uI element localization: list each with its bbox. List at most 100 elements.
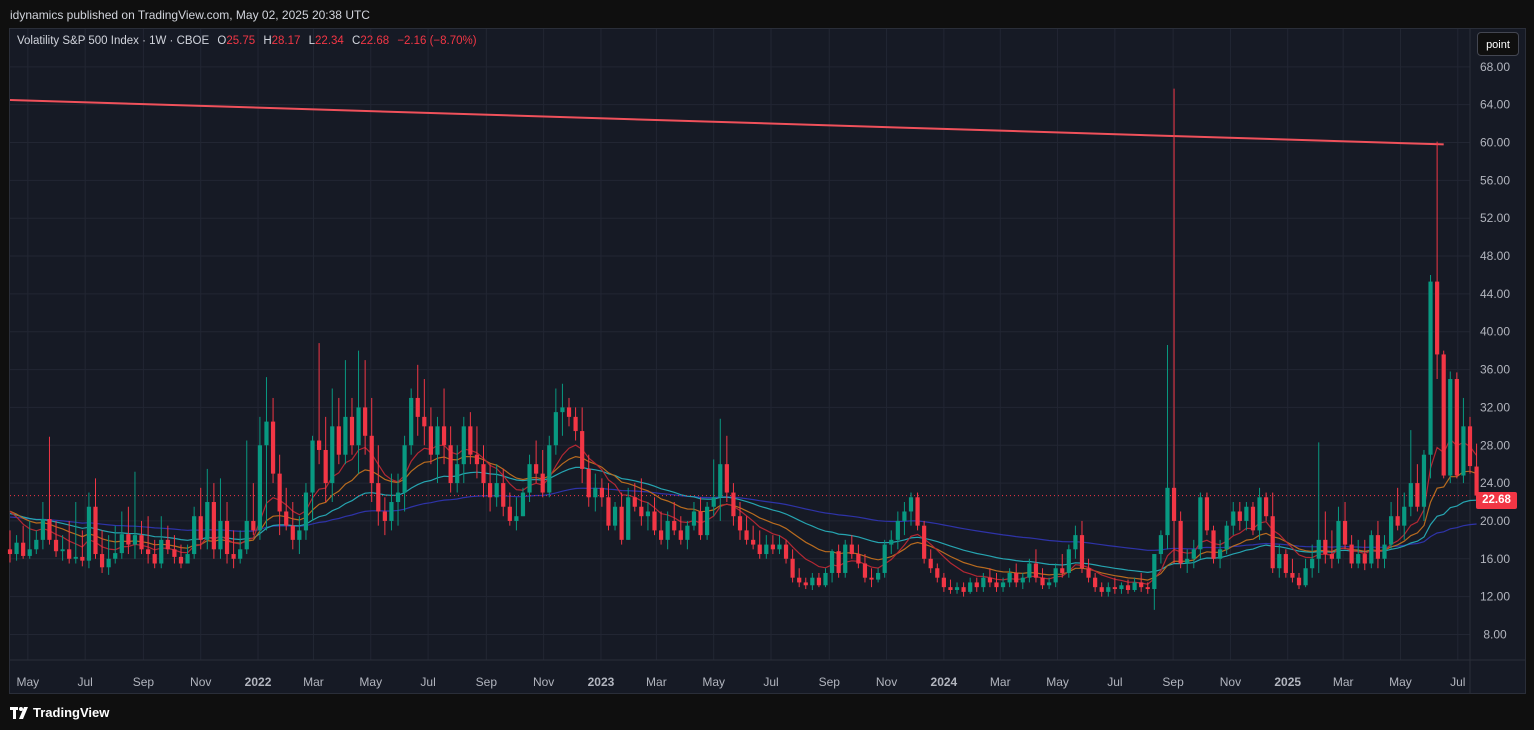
candle-body: [297, 530, 302, 540]
candle-body: [987, 577, 993, 583]
candle-body: [1040, 577, 1045, 586]
candle-body: [1112, 587, 1117, 590]
candle-body: [810, 577, 815, 586]
candle-body: [803, 582, 808, 586]
publisher-bar: idynamics published on TradingView.com, …: [0, 0, 1534, 28]
candle-body: [231, 554, 236, 559]
candle-body: [428, 426, 434, 455]
candle-body: [580, 431, 585, 469]
candle-body: [363, 407, 368, 436]
candle-body: [1323, 539, 1328, 555]
candle-body: [21, 542, 26, 556]
candle-body: [1336, 520, 1341, 559]
candle-body: [593, 487, 598, 498]
candle-body: [290, 525, 295, 540]
candle-body: [1099, 587, 1104, 592]
candle-body: [658, 530, 664, 540]
candle-body: [836, 551, 841, 573]
candle-body: [205, 502, 210, 540]
candle-body: [1033, 563, 1039, 578]
candle-body: [395, 492, 401, 503]
y-tick-label: 36.00: [1480, 363, 1510, 377]
candle-body: [718, 464, 723, 498]
candle-body: [1448, 379, 1453, 476]
candle-body: [1303, 568, 1308, 586]
candle-body: [652, 511, 657, 531]
candle-body: [514, 516, 519, 521]
symbol-name[interactable]: Volatility S&P 500 Index · 1W · CBOE: [17, 35, 210, 47]
x-tick-label: 2022: [245, 675, 272, 689]
candle-body: [1211, 530, 1216, 559]
open-label: O: [217, 35, 227, 47]
candle-body: [1388, 516, 1394, 545]
moving-average-fast: [9, 438, 1478, 585]
candle-body: [1441, 354, 1446, 476]
candle-body: [540, 473, 545, 493]
candle-body: [1356, 554, 1361, 564]
candle-body: [1467, 426, 1473, 467]
tradingview-brand[interactable]: TradingView: [33, 705, 110, 720]
candle-body: [1086, 568, 1091, 578]
candle-body: [566, 407, 572, 417]
candle-body: [790, 558, 795, 578]
candle-body: [461, 426, 466, 465]
candle-body: [303, 492, 309, 531]
candle-body: [954, 587, 960, 590]
candle-body: [244, 520, 249, 550]
close-label: C: [352, 35, 361, 47]
scale-mode-button[interactable]: point: [1477, 32, 1519, 56]
x-tick-label: Jul: [77, 675, 92, 689]
footer-bar: [0, 700, 1534, 730]
candle-body: [705, 506, 710, 536]
candle-body: [777, 544, 782, 550]
candle-body: [284, 511, 289, 526]
candle-body: [1198, 497, 1203, 550]
open-value: 25.75: [226, 35, 256, 47]
candle-body: [632, 497, 637, 507]
candle-body: [1415, 483, 1420, 507]
candle-body: [264, 421, 269, 446]
candle-body: [1454, 379, 1459, 476]
candle-body: [382, 511, 387, 521]
candle-body: [165, 539, 170, 550]
candlestick-chart[interactable]: 8.00 12.00 16.00 20.00 24.00 28.00 32.00 36.00 4…: [0, 0, 1534, 700]
candle-body: [1152, 554, 1157, 590]
candle-body: [1093, 577, 1098, 588]
candle-body: [922, 525, 927, 559]
candle-body: [829, 551, 835, 573]
candle-body: [1079, 535, 1085, 569]
candle-body: [172, 549, 177, 557]
candle-body: [1349, 544, 1354, 564]
candle-body: [1132, 582, 1137, 590]
x-tick-label: Sep: [476, 675, 498, 689]
candle-body: [553, 412, 558, 446]
candle-body: [507, 506, 512, 521]
candle-body: [724, 464, 729, 493]
candle-body: [1428, 281, 1433, 455]
high-value: 28.17: [271, 35, 301, 47]
tradingview-logo-icon[interactable]: [10, 706, 32, 720]
candle-body: [277, 473, 282, 512]
candle-body: [139, 535, 144, 550]
candle-body: [1474, 466, 1479, 496]
candle-body: [1316, 539, 1321, 559]
candle-body: [691, 511, 697, 526]
candle-body: [1435, 281, 1440, 355]
x-tick-label: Mar: [990, 675, 1011, 689]
x-tick-label: Nov: [533, 675, 554, 689]
x-tick-label: Nov: [1220, 675, 1241, 689]
candle-body: [1296, 577, 1302, 586]
candle-body: [672, 520, 677, 531]
candle-body: [678, 530, 683, 540]
x-tick-label: 2025: [1274, 675, 1301, 689]
candle-body: [1237, 511, 1242, 521]
x-tick-label: Jul: [1107, 675, 1122, 689]
candle-body: [783, 544, 789, 559]
candle-body: [1375, 535, 1381, 559]
candle-body: [501, 483, 506, 507]
y-tick-label: 52.00: [1480, 211, 1510, 225]
candle-body: [889, 539, 894, 545]
candle-body: [455, 464, 460, 484]
candle-body: [270, 421, 276, 474]
candle-body: [599, 487, 604, 498]
